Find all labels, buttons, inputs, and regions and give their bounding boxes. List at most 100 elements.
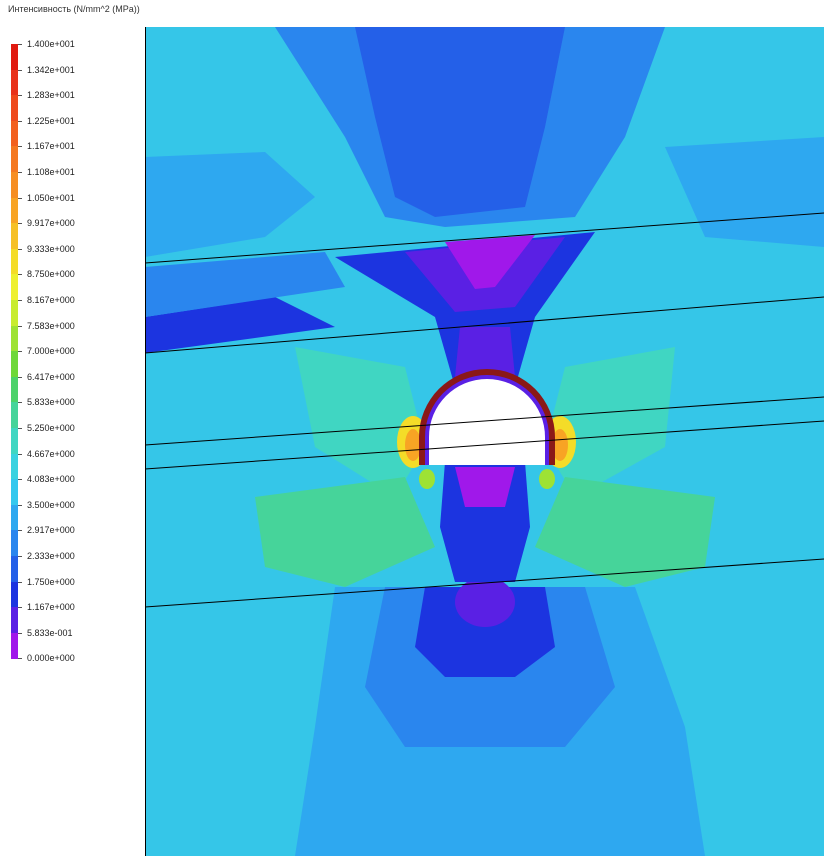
color-swatch xyxy=(11,172,18,199)
legend-tick xyxy=(18,607,22,609)
color-swatch xyxy=(11,581,18,608)
boundary-line-2 xyxy=(145,296,824,354)
legend-value-label: 1.225e+001 xyxy=(27,115,75,126)
legend-tick xyxy=(18,146,22,148)
color-swatch xyxy=(11,556,18,583)
stress-contour-plot xyxy=(145,27,824,856)
lower-tail-core xyxy=(415,587,555,677)
color-swatch xyxy=(11,453,18,480)
right-lower-lobe xyxy=(535,477,715,587)
legend-value-label: 7.000e+000 xyxy=(27,346,75,357)
legend-value-label: 8.750e+000 xyxy=(27,269,75,280)
legend-tick xyxy=(18,556,22,557)
legend-tick xyxy=(18,453,22,455)
color-swatch xyxy=(11,504,18,531)
boundary-line-3 xyxy=(145,396,824,446)
right-corner-peak xyxy=(552,429,568,461)
left-floor-hot xyxy=(419,469,435,489)
legend-value-label: 9.333e+000 xyxy=(27,243,75,254)
color-swatch xyxy=(11,376,18,403)
roof-column-lower xyxy=(455,327,515,377)
legend-value-label: 0.000e+000 xyxy=(27,653,75,664)
left-corner-peak xyxy=(405,429,421,461)
legend-tick xyxy=(18,504,22,506)
legend-tick xyxy=(18,325,22,327)
legend-value-label: 2.917e+000 xyxy=(27,525,75,536)
floor-column-peak xyxy=(455,467,515,507)
legend-value-label: 2.333e+000 xyxy=(27,551,75,561)
color-swatch xyxy=(11,325,18,352)
legend-tick xyxy=(18,69,22,71)
boundary-line-4 xyxy=(145,420,824,470)
right-floor-hot xyxy=(539,469,555,489)
boundary-line-1 xyxy=(145,212,824,264)
lower-tail-center xyxy=(455,577,515,627)
color-swatch xyxy=(11,530,18,557)
legend-value-label: 5.250e+000 xyxy=(27,423,75,433)
color-swatch xyxy=(11,632,18,659)
legend-tick xyxy=(18,428,22,429)
tunnel-opening xyxy=(429,379,545,465)
legend-tick xyxy=(18,44,22,45)
legend-tick xyxy=(18,479,22,481)
upper-core-zone xyxy=(355,27,565,217)
roof-column-peak xyxy=(445,235,535,289)
color-swatch xyxy=(11,223,18,250)
right-upper-zone xyxy=(665,137,824,247)
color-swatch xyxy=(11,69,18,96)
legend-value-label: 1.750e+000 xyxy=(27,576,75,587)
color-swatch xyxy=(11,607,18,634)
legend-tick xyxy=(18,376,22,378)
color-swatch xyxy=(11,146,18,173)
color-swatch xyxy=(11,428,18,455)
legend-value-label: 5.833e+000 xyxy=(27,397,75,408)
legend-tick xyxy=(18,300,22,301)
contour-svg xyxy=(145,27,824,856)
legend-tick xyxy=(18,658,22,660)
legend-value-label: 7.583e+000 xyxy=(27,320,75,331)
boundary-line-5 xyxy=(145,558,824,608)
color-swatch xyxy=(11,402,18,429)
legend-value-label: 1.167e+000 xyxy=(27,602,75,613)
color-swatch xyxy=(11,248,18,275)
legend-tick xyxy=(18,632,22,634)
legend-value-label: 1.108e+001 xyxy=(27,167,75,177)
legend-tick xyxy=(18,95,22,97)
legend-value-label: 1.342e+001 xyxy=(27,64,75,75)
legend-tick xyxy=(18,581,22,583)
legend-tick xyxy=(18,402,22,404)
legend-tick xyxy=(18,274,22,276)
legend-value-label: 8.167e+000 xyxy=(27,295,75,305)
left-side-lobe xyxy=(295,347,425,497)
legend-title: Интенсивность (N/mm^2 (MPa)) xyxy=(8,4,140,14)
right-side-lobe xyxy=(545,347,675,497)
color-swatch xyxy=(11,479,18,506)
left-band-mid xyxy=(145,252,345,317)
legend-tick xyxy=(18,351,22,353)
legend-value-label: 4.083e+000 xyxy=(27,474,75,485)
legend-value-label: 1.283e+001 xyxy=(27,90,75,101)
legend-value-label: 6.417e+000 xyxy=(27,371,75,382)
legend-tick xyxy=(18,120,22,122)
left-band-low xyxy=(145,297,335,353)
legend-value-label: 5.833e-001 xyxy=(27,627,73,638)
color-swatch xyxy=(11,120,18,147)
legend-tick xyxy=(18,197,22,199)
legend-tick xyxy=(18,530,22,532)
legend-tick xyxy=(18,172,22,173)
legend-value-label: 9.917e+000 xyxy=(27,218,75,229)
legend-tick xyxy=(18,248,22,250)
legend-tick xyxy=(18,223,22,225)
legend-value-label: 1.400e+001 xyxy=(27,39,75,49)
color-swatch xyxy=(11,95,18,122)
legend-value-label: 1.050e+001 xyxy=(27,192,75,203)
legend-value-label: 4.667e+000 xyxy=(27,448,75,459)
legend-value-label: 1.167e+001 xyxy=(27,141,75,152)
color-swatch xyxy=(11,197,18,224)
left-upper-zone xyxy=(145,152,315,257)
color-swatch xyxy=(11,300,18,327)
color-scale-bar xyxy=(11,44,18,659)
color-swatch xyxy=(11,274,18,301)
legend-value-label: 3.500e+000 xyxy=(27,499,75,510)
color-swatch xyxy=(11,351,18,378)
